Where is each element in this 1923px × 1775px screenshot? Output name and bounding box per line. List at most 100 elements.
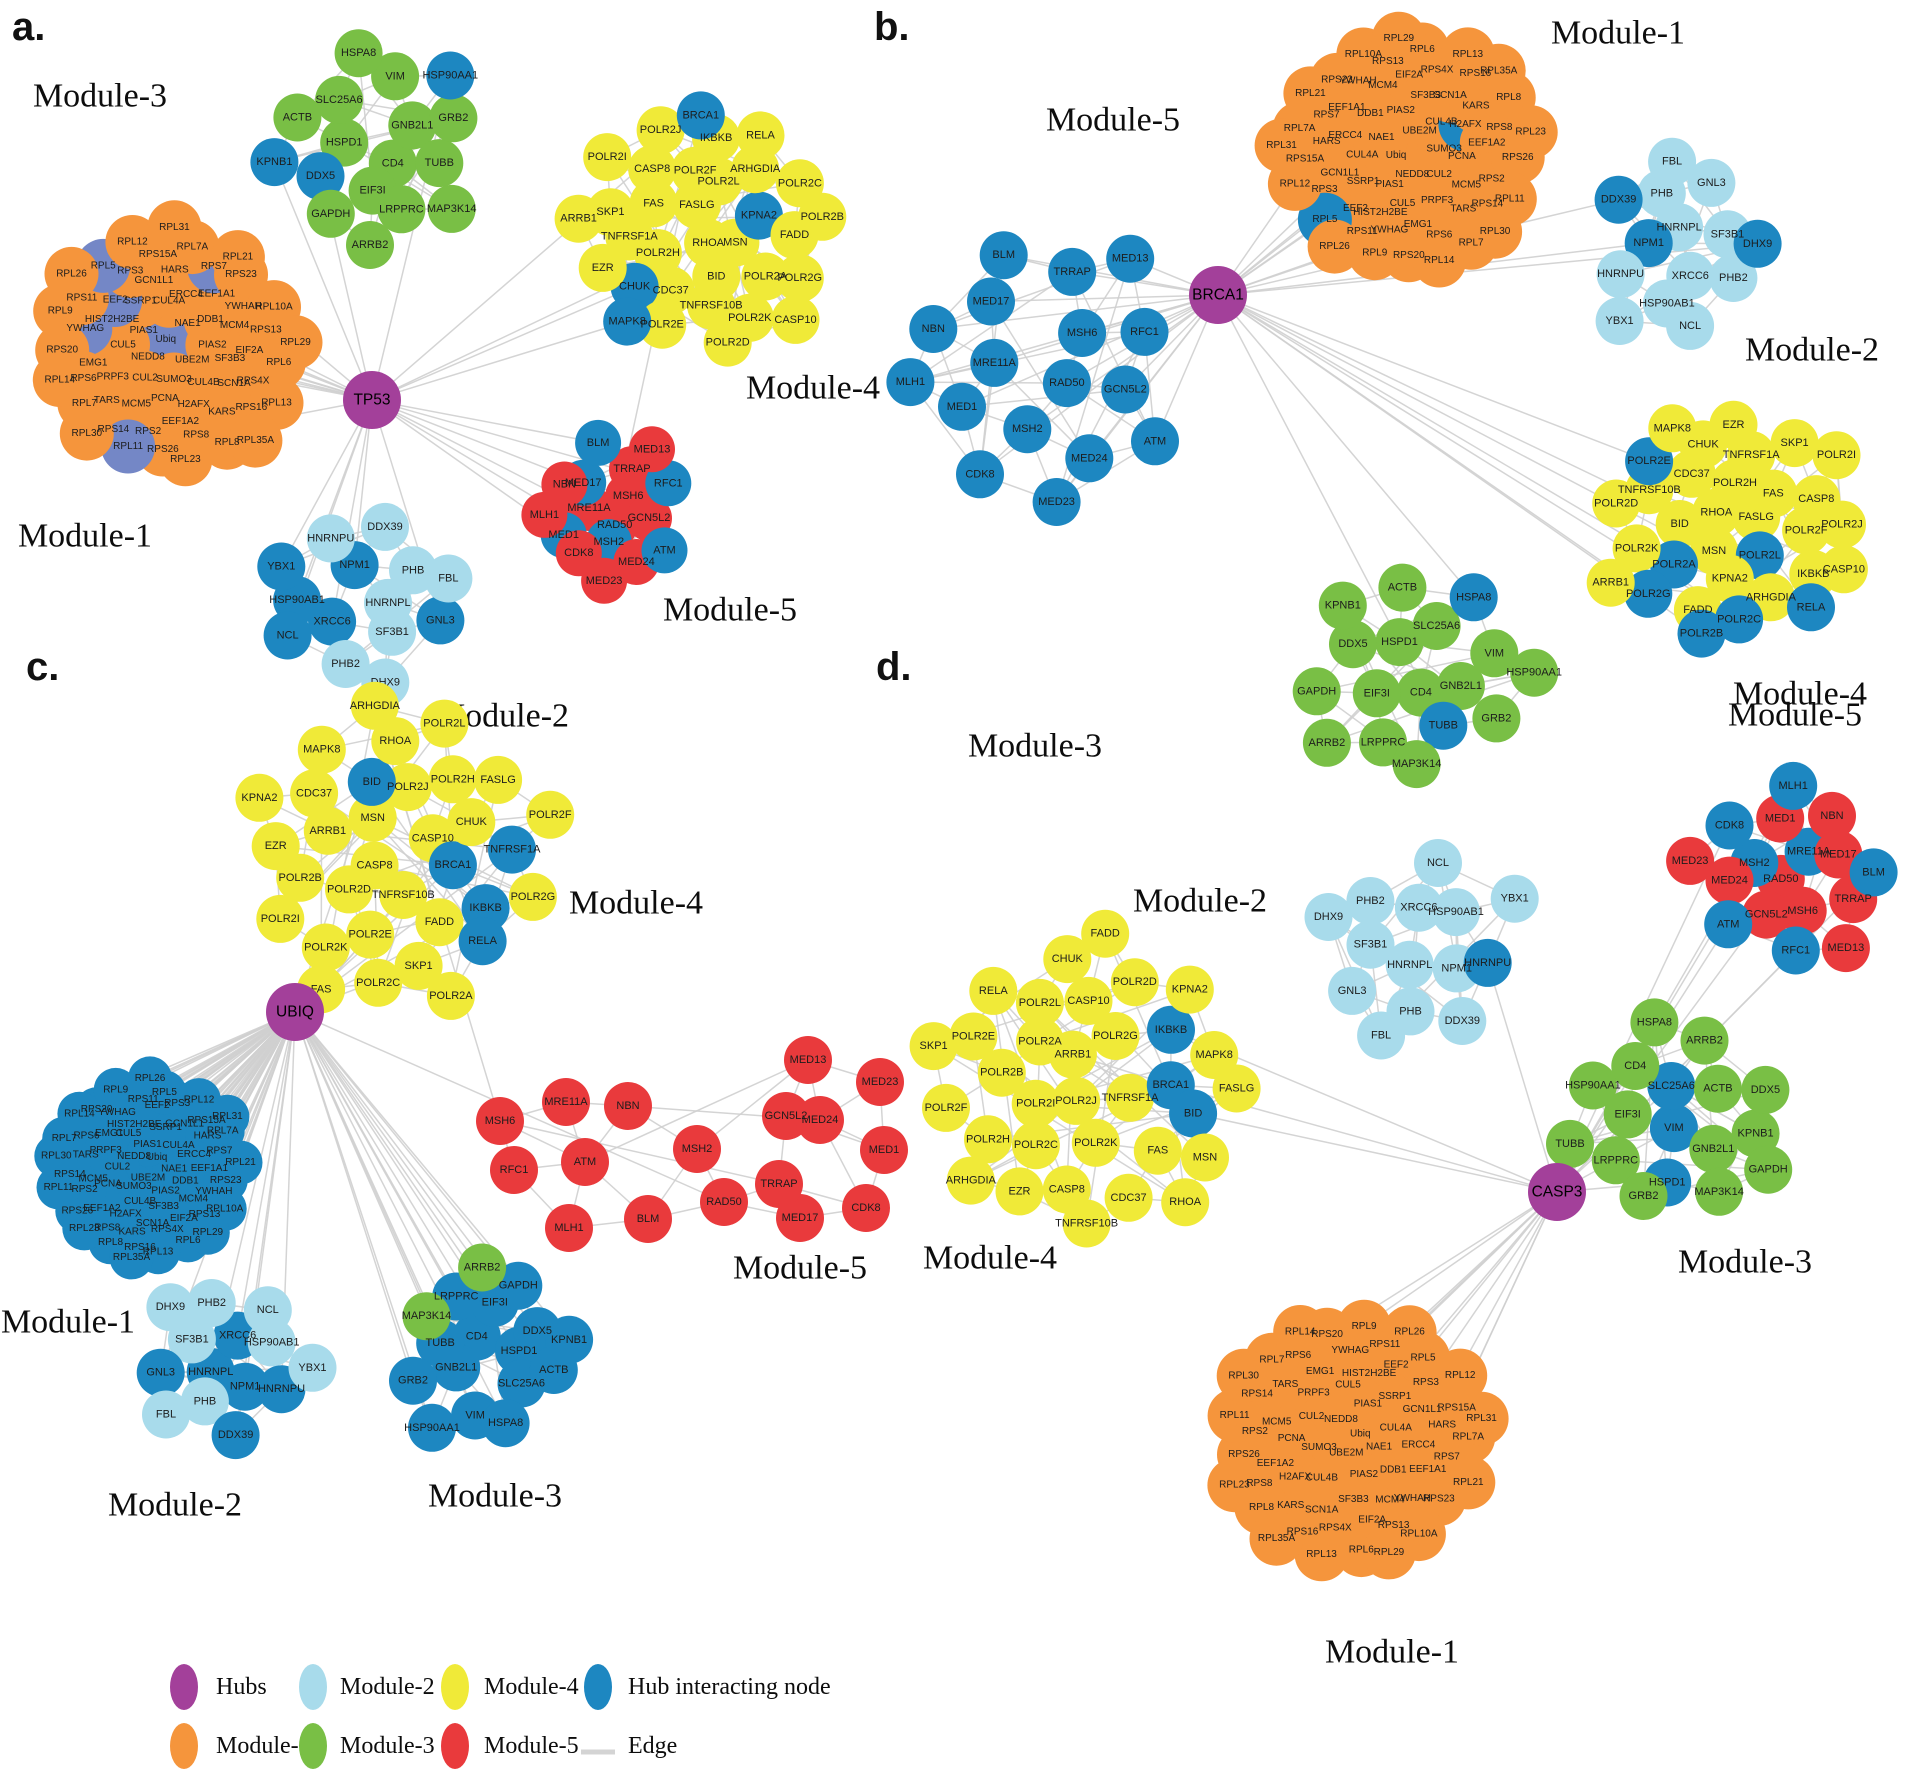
node-RPL29: [268, 315, 323, 370]
node-label-POLR2E: POLR2E: [640, 319, 683, 331]
node-BRCA1: [428, 841, 477, 890]
module-b-module-1: Ubiq UBE2M NEDD8 NAE1 SUMO3 PIAS1 PIAS2 CUL2 CUL…: [1254, 11, 1558, 288]
node-label-SCN1A: SCN1A: [1305, 1505, 1339, 1516]
module-label-b-module-5: Module-5: [1046, 102, 1180, 139]
node-label-MLH1: MLH1: [1779, 780, 1808, 792]
module-label-d-module-2: Module-2: [1133, 883, 1267, 920]
node-label-LRPPRC: LRPPRC: [1593, 1154, 1638, 1166]
node-label-ARRB2: ARRB2: [464, 1262, 501, 1274]
node-label-MCM5: MCM5: [1452, 179, 1482, 190]
node-NBN: [1808, 791, 1856, 840]
node-KPNA2: [1705, 554, 1754, 603]
node-GAPDH: [1744, 1145, 1793, 1194]
node-label-POLR2G: POLR2G: [511, 891, 556, 903]
node-GRB2: [1619, 1172, 1668, 1220]
node-label-ARRB1: ARRB1: [309, 825, 346, 837]
node-POLR2E: [638, 300, 687, 349]
node-label-RHOA: RHOA: [692, 237, 724, 249]
node-label-POLR2D: POLR2D: [706, 337, 750, 349]
node-PHB: [180, 1377, 229, 1426]
node-label-VIM: VIM: [1485, 647, 1505, 659]
node-label-RPS13: RPS13: [1378, 1520, 1410, 1531]
node-label-RELA: RELA: [979, 985, 1008, 997]
node-label-NBN: NBN: [922, 323, 945, 335]
node-label-RPL21: RPL21: [1453, 1477, 1484, 1488]
node-RPL21: [1283, 66, 1338, 121]
node-label-RHOA: RHOA: [379, 735, 411, 747]
node-TUBB: [415, 139, 464, 188]
node-GNL3: [1687, 158, 1736, 207]
node-RFC1: [490, 1146, 538, 1194]
legend-marker-module3: [299, 1723, 327, 1769]
node-DDX39: [1594, 175, 1643, 224]
node-label-RPL5: RPL5: [91, 260, 116, 271]
legend-label: Module-4: [484, 1674, 579, 1700]
node-label-H2AFX: H2AFX: [1279, 1472, 1312, 1483]
node-HNRNPU: [1463, 938, 1512, 987]
node-label-CDK8: CDK8: [1715, 820, 1744, 832]
node-RPL29: [1361, 1525, 1416, 1580]
node-ARRB1: [1586, 558, 1635, 607]
module-c-module-4: CASP8 CASP10 TNFRSF10B MSN BRCA1 POLR2D POLR2J…: [235, 681, 575, 1020]
hub-CASP3: CASP3: [1528, 1163, 1586, 1221]
node-label-RPL35A: RPL35A: [1258, 1533, 1296, 1544]
node-label-TNFRSF1A: TNFRSF1A: [1723, 449, 1781, 461]
node-label-RPL8: RPL8: [1249, 1502, 1274, 1513]
node-label-POLR2A: POLR2A: [1018, 1035, 1062, 1047]
node-label-CHUK: CHUK: [1688, 438, 1720, 450]
legend-marker-hub: [170, 1664, 198, 1710]
node-FBL: [1357, 1011, 1406, 1060]
node-label-RPL5: RPL5: [1410, 1353, 1435, 1364]
node-label-RPL14: RPL14: [45, 375, 76, 386]
node-IKBKB: [1147, 1005, 1195, 1054]
node-label-RPL31: RPL31: [159, 222, 190, 233]
node-GAPDH: [1292, 667, 1341, 716]
node-BID: [1169, 1089, 1218, 1138]
node-label-ERCC4: ERCC4: [169, 289, 203, 300]
node-label-NBN: NBN: [1820, 810, 1843, 822]
node-label-ARRB1: ARRB1: [1592, 577, 1629, 589]
node-label-MED17: MED17: [565, 477, 602, 489]
node-label-TARS: TARS: [94, 395, 120, 406]
node-label-ARRB2: ARRB2: [352, 239, 389, 251]
node-label-RPL23: RPL23: [170, 454, 201, 465]
node-GNB2L1: [1436, 662, 1485, 710]
node-label-H2AFX: H2AFX: [109, 1208, 142, 1219]
node-label-SLC25A6: SLC25A6: [316, 94, 363, 106]
panel-letter-c: c.: [26, 645, 59, 689]
node-MED1: [860, 1126, 908, 1174]
node-label-RPS8: RPS8: [94, 1223, 121, 1234]
node-MLH1: [545, 1204, 593, 1252]
module-label-c-module-3: Module-3: [428, 1478, 562, 1515]
node-label-RPL13: RPL13: [1453, 49, 1484, 60]
node-label-MED1: MED1: [947, 401, 978, 413]
node-label-DDX39: DDX39: [218, 1429, 253, 1441]
node-YBX1: [1595, 297, 1644, 345]
node-label-POLR2B: POLR2B: [1680, 628, 1723, 640]
node-label-FADD: FADD: [425, 916, 454, 928]
node-label-EIF2A: EIF2A: [236, 345, 264, 356]
node-HNRNPU: [1596, 250, 1645, 299]
node-label-TNFRSF1A: TNFRSF1A: [484, 844, 542, 856]
node-label-EIF2A: EIF2A: [1395, 70, 1423, 81]
node-label-PIAS2: PIAS2: [1350, 1469, 1379, 1480]
node-label-DDX5: DDX5: [1751, 1084, 1780, 1096]
node-label-ATM: ATM: [1144, 435, 1166, 447]
node-POLR2D: [1592, 479, 1641, 528]
node-MED13: [629, 426, 675, 473]
node-label-MED23: MED23: [1038, 496, 1075, 508]
node-label-HNRNPU: HNRNPU: [1597, 268, 1644, 280]
node-label-RPS13: RPS13: [189, 1209, 221, 1220]
node-label-DHX9: DHX9: [156, 1301, 185, 1313]
node-label-HSPD1: HSPD1: [1381, 636, 1418, 648]
legend-label: Hub interacting node: [628, 1674, 831, 1700]
node-TRRAP: [1048, 247, 1097, 296]
node-MAP3K14: [427, 184, 476, 233]
node-label-DDB1: DDB1: [172, 1176, 199, 1187]
node-label-RPL7: RPL7: [1259, 1354, 1284, 1365]
node-label-RPL30: RPL30: [72, 428, 103, 439]
node-label-RPL23: RPL23: [1219, 1480, 1250, 1491]
labels-b: Module-1 Module-5 Module-2 Module-4 Module-3…: [874, 5, 1879, 765]
node-label-RPL35A: RPL35A: [113, 1252, 151, 1263]
node-label-MSN: MSN: [723, 237, 748, 249]
